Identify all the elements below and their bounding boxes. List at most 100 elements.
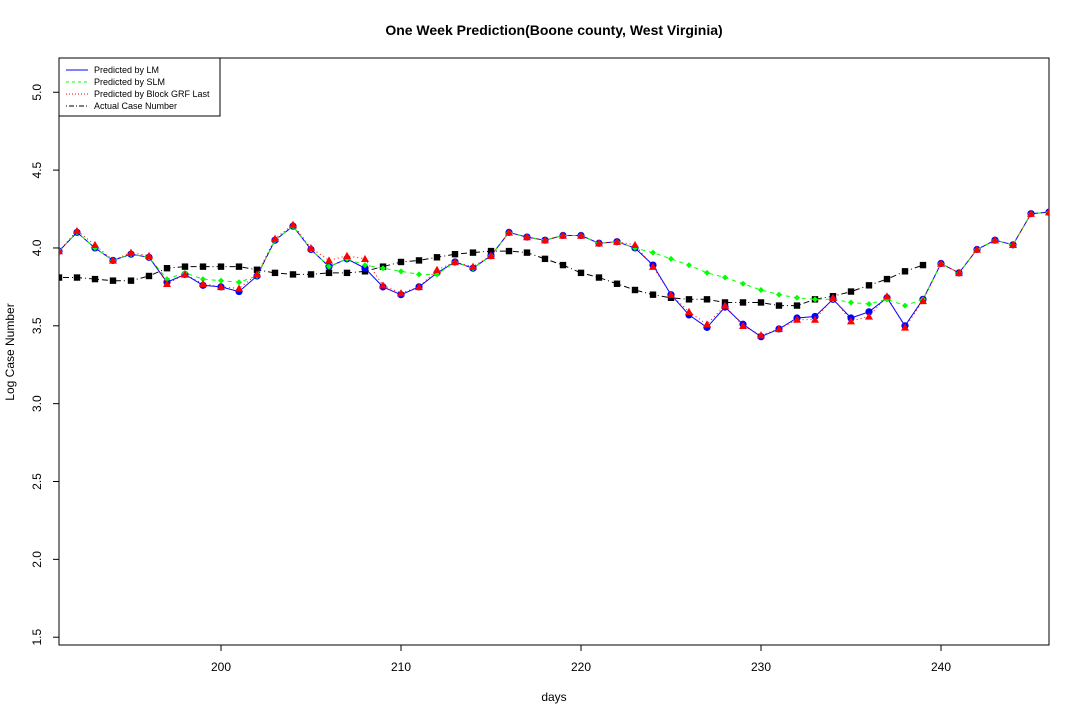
point-actual [217, 263, 225, 270]
point-grf [973, 245, 981, 253]
point-grf [163, 279, 171, 287]
point-grf [271, 234, 279, 242]
series-line [59, 211, 1049, 307]
point-actual [631, 286, 639, 294]
point-actual [91, 275, 99, 283]
y-tick-label: 2.0 [30, 551, 44, 568]
point-slm [776, 291, 782, 298]
point-slm [236, 279, 242, 286]
point-grf [595, 239, 603, 247]
point-slm [740, 280, 746, 287]
point-grf [451, 257, 459, 266]
series-line [59, 211, 1049, 336]
point-actual [199, 263, 207, 270]
point-grf [469, 262, 477, 270]
series-3 [59, 247, 927, 309]
y-tick-label: 3.0 [30, 395, 44, 412]
point-slm [668, 255, 674, 262]
point-actual [271, 269, 279, 277]
point-slm [902, 302, 908, 309]
point-slm [200, 276, 206, 283]
point-grf [433, 265, 441, 273]
point-grf [59, 247, 63, 255]
point-grf [1027, 209, 1035, 217]
y-tick-label: 5.0 [30, 84, 44, 101]
point-grf [829, 293, 837, 301]
point-grf [217, 282, 225, 291]
point-actual [307, 271, 315, 278]
point-grf [397, 289, 405, 297]
point-actual [433, 254, 441, 261]
series-1 [59, 209, 1049, 309]
point-actual [235, 263, 243, 270]
point-grf [739, 321, 747, 330]
series-line [59, 211, 1049, 338]
point-actual [163, 264, 171, 272]
point-grf [955, 268, 963, 277]
legend-label-actual: Actual Case Number [94, 101, 177, 111]
y-tick-label: 3.5 [30, 317, 44, 334]
legend-label-slm: Predicted by SLM [94, 77, 165, 87]
point-slm [398, 268, 404, 275]
legend-label-grf: Predicted by Block GRF Last [94, 89, 210, 99]
point-grf [811, 315, 819, 323]
x-tick-label: 240 [931, 660, 951, 674]
point-slm [812, 296, 818, 303]
point-actual [901, 268, 909, 275]
point-actual [181, 263, 189, 270]
point-grf [1045, 208, 1049, 216]
point-actual [847, 288, 855, 295]
point-actual [613, 280, 621, 287]
x-tick-label: 200 [211, 660, 231, 674]
point-actual [775, 302, 783, 309]
point-grf [577, 231, 585, 239]
point-grf [667, 290, 675, 298]
point-grf [631, 240, 639, 249]
point-slm [722, 274, 728, 281]
legend: Predicted by LM Predicted by SLM Predict… [58, 57, 221, 117]
point-grf [1009, 240, 1017, 249]
point-grf [937, 259, 945, 267]
point-grf [361, 254, 369, 263]
point-actual [649, 291, 657, 298]
point-actual [919, 261, 927, 269]
point-grf [415, 282, 423, 291]
series-layer [59, 208, 1049, 341]
point-grf [127, 248, 135, 256]
point-actual [451, 250, 459, 258]
point-actual [397, 258, 405, 266]
point-slm [380, 265, 386, 272]
y-tick-label: 2.5 [30, 473, 44, 490]
point-slm [758, 286, 764, 293]
point-actual [109, 277, 117, 284]
point-grf [793, 315, 801, 323]
point-slm [794, 294, 800, 301]
point-grf [865, 312, 873, 320]
y-axis: 1.5 2.0 2.5 3.0 3.5 4.0 4.5 5.0 [30, 84, 59, 646]
point-grf [307, 243, 315, 252]
point-slm [218, 277, 224, 284]
point-grf [325, 256, 333, 264]
point-actual [739, 299, 747, 306]
point-grf [559, 231, 567, 239]
point-actual [865, 282, 873, 289]
point-actual [541, 255, 549, 263]
y-tick-label: 1.5 [30, 629, 44, 646]
point-lm [361, 264, 369, 272]
x-tick-label: 210 [391, 660, 411, 674]
point-grf [235, 284, 243, 292]
point-grf [919, 296, 927, 305]
point-actual [559, 261, 567, 269]
point-grf [541, 236, 549, 244]
legend-label-lm: Predicted by LM [94, 65, 159, 75]
point-slm [704, 269, 710, 276]
x-axis-label: days [541, 690, 566, 704]
point-actual [59, 274, 63, 281]
point-grf [847, 317, 855, 325]
point-slm [362, 262, 368, 269]
point-actual [127, 277, 135, 284]
point-slm [686, 262, 692, 269]
point-actual [145, 272, 153, 280]
point-actual [505, 247, 513, 255]
